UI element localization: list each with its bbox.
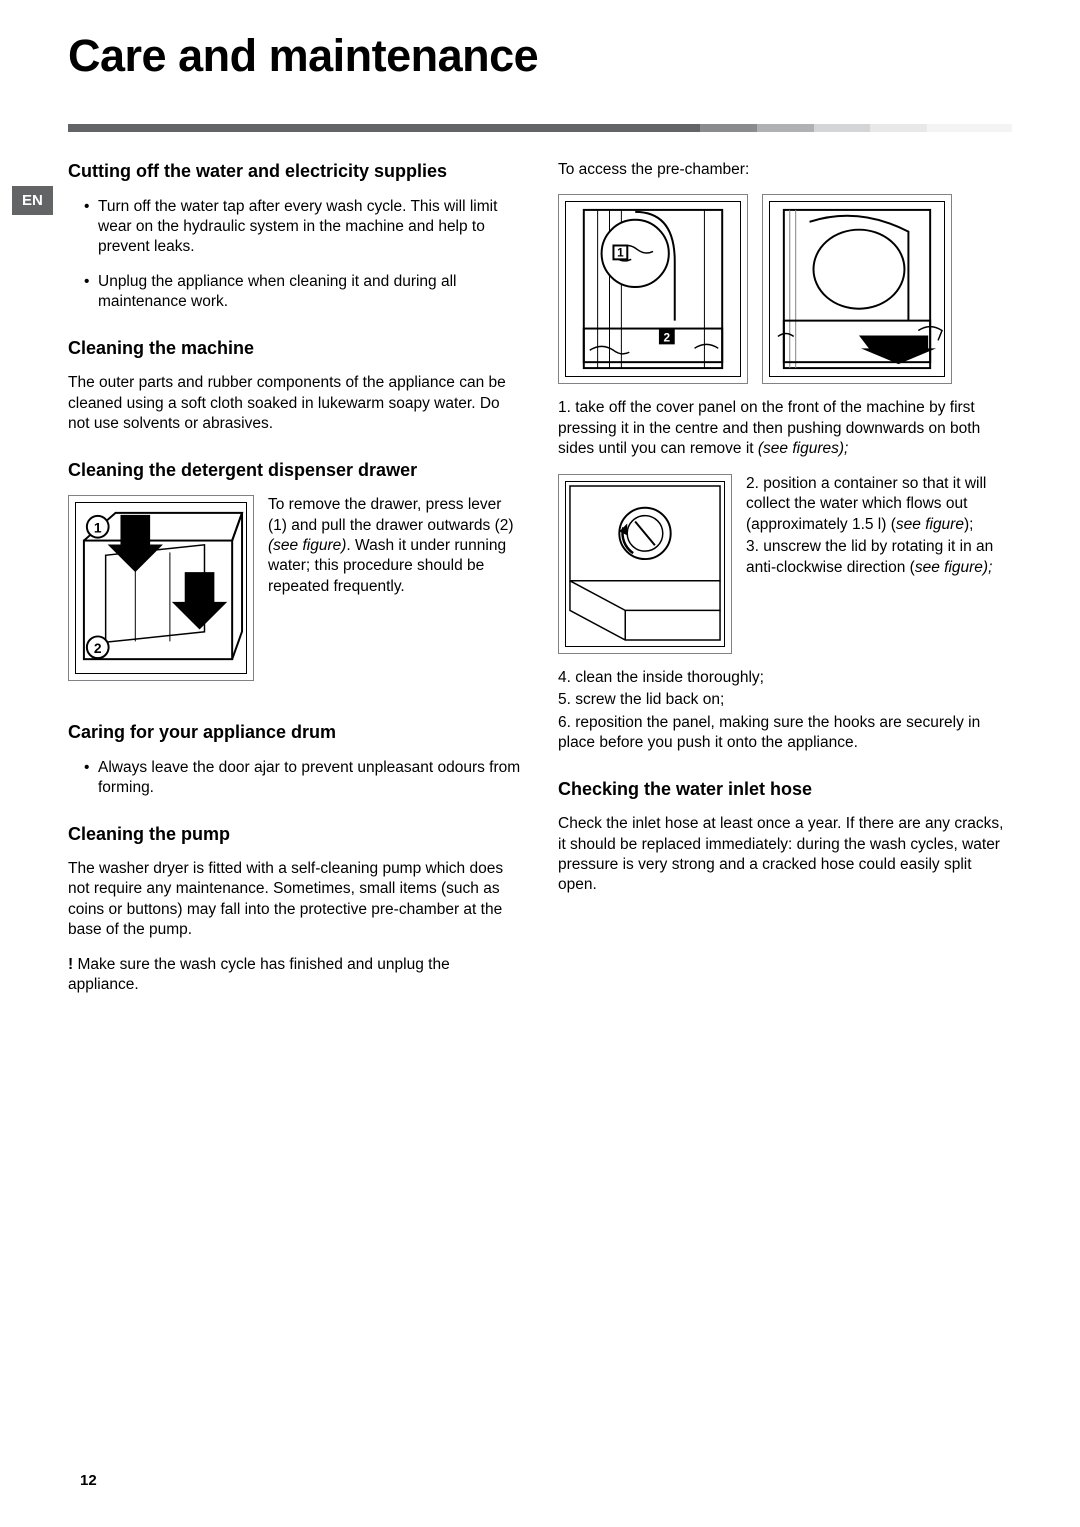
svg-text:2: 2 (94, 640, 102, 656)
step-text: 6. reposition the panel, making sure the… (558, 713, 1012, 754)
figure-drawer: 1 2 (68, 495, 254, 681)
heading-inlet-hose: Checking the water inlet hose (558, 778, 1012, 801)
figure-row: 1 2 To remove the drawer, press lever (1… (68, 495, 522, 681)
heading-cutting-off: Cutting off the water and electricity su… (68, 160, 522, 183)
manual-page: Care and maintenance EN Cutting off the … (0, 0, 1080, 1527)
step-text: 5. screw the lid back on; (558, 690, 1012, 710)
bullet-list: Always leave the door ajar to prevent un… (68, 758, 522, 799)
figure-panel-1: 1 2 (558, 194, 748, 384)
body-text: To access the pre-chamber: (558, 160, 1012, 180)
left-column: Cutting off the water and electricity su… (68, 160, 522, 1010)
heading-cleaning-machine: Cleaning the machine (68, 337, 522, 360)
panel-remove-icon (770, 201, 944, 377)
figure-row: 1 2 (558, 194, 1012, 384)
body-text: The outer parts and rubber components of… (68, 373, 522, 434)
panel-press-icon: 1 2 (566, 201, 740, 377)
svg-text:2: 2 (664, 331, 671, 345)
bullet-list: Turn off the water tap after every wash … (68, 197, 522, 313)
container-unscrew-icon (566, 481, 724, 647)
language-badge: EN (12, 186, 53, 215)
list-item: Always leave the door ajar to prevent un… (84, 758, 522, 799)
page-number: 12 (80, 1472, 97, 1489)
svg-text:1: 1 (94, 520, 102, 536)
heading-cleaning-drawer: Cleaning the detergent dispenser drawer (68, 459, 522, 482)
figure-row: 2. position a container so that it will … (558, 474, 1012, 654)
body-text: To remove the drawer, press lever (1) an… (268, 495, 522, 597)
body-text: The washer dryer is fitted with a self-c… (68, 859, 522, 941)
heading-cleaning-pump: Cleaning the pump (68, 823, 522, 846)
list-item: Unplug the appliance when cleaning it an… (84, 272, 522, 313)
body-text: Check the inlet hose at least once a yea… (558, 814, 1012, 896)
figure-container (558, 474, 732, 654)
step-text-block: 2. position a container so that it will … (746, 474, 1012, 592)
right-column: To access the pre-chamber: (558, 160, 1012, 1010)
list-item: Turn off the water tap after every wash … (84, 197, 522, 258)
content-columns: Cutting off the water and electricity su… (68, 160, 1012, 1010)
step-text: 3. unscrew the lid by rotating it in an … (746, 537, 1012, 578)
heading-caring-drum: Caring for your appliance drum (68, 721, 522, 744)
drawer-diagram-icon: 1 2 (76, 502, 246, 674)
warning-text: ! Make sure the wash cycle has finished … (68, 955, 522, 996)
divider-bar (68, 124, 1012, 132)
step-text: 1. take off the cover panel on the front… (558, 398, 1012, 459)
step-text: 2. position a container so that it will … (746, 474, 1012, 535)
figure-panel-2 (762, 194, 952, 384)
step-text: 4. clean the inside thoroughly; (558, 668, 1012, 688)
svg-text:1: 1 (617, 246, 624, 260)
page-title: Care and maintenance (68, 30, 1012, 82)
